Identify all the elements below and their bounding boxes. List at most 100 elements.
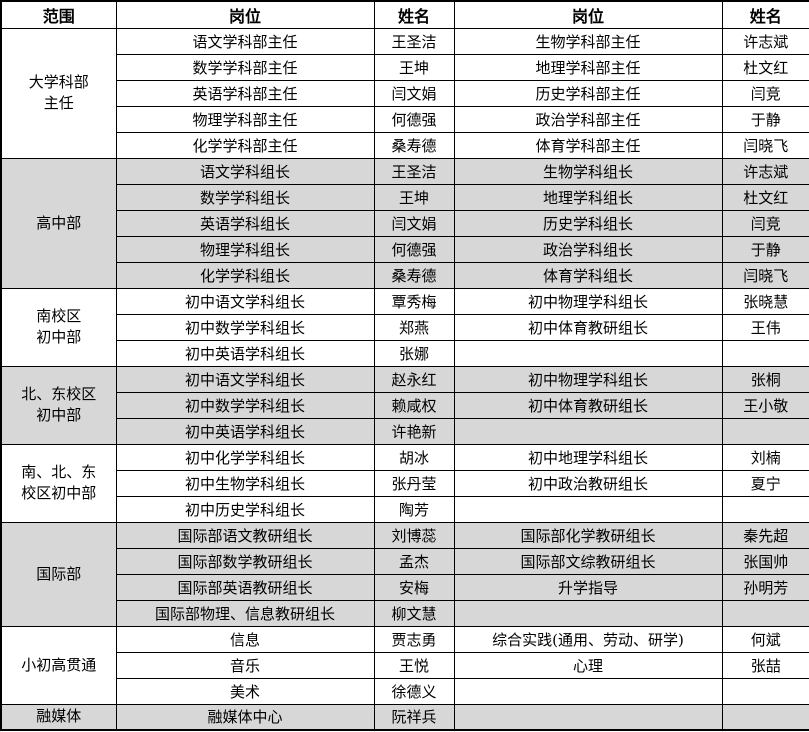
name-cell-right: 何斌 — [721, 625, 809, 653]
name-cell-right: 许志斌 — [721, 27, 809, 55]
name-cell-right — [721, 417, 809, 445]
position-cell-right: 初中物理学科组长 — [453, 287, 723, 315]
name-cell-left: 张娜 — [373, 339, 455, 367]
table-row: 物理学科部主任 何德强 政治学科部主任 于静 — [1, 105, 809, 133]
name-cell-right: 夏宁 — [721, 469, 809, 497]
scope-cell: 北、东校区 初中部 — [0, 365, 117, 445]
table-row: 初中英语学科组长 许艳新 — [1, 417, 809, 445]
position-cell-right: 心理 — [453, 651, 723, 679]
name-cell-left: 王圣洁 — [373, 27, 455, 55]
name-cell-left: 许艳新 — [373, 417, 455, 445]
position-cell-left: 初中语文学科组长 — [115, 365, 375, 393]
position-cell-left: 初中语文学科组长 — [115, 287, 375, 315]
table-row: 国际部 国际部语文教研组长 刘博蕊 国际部化学教研组长 秦先超 — [0, 521, 809, 627]
position-cell-right: 生物学科部主任 — [453, 27, 723, 55]
position-cell-left: 初中数学学科组长 — [115, 391, 375, 419]
name-cell-right: 秦先超 — [721, 521, 809, 549]
position-cell-left: 英语学科部主任 — [115, 79, 375, 107]
name-cell-left: 覃秀梅 — [373, 287, 455, 315]
name-cell-left: 徐德义 — [373, 677, 455, 705]
position-cell-right: 初中地理学科组长 — [453, 443, 723, 471]
table-row: 音乐 王悦 心理 张喆 — [1, 651, 809, 679]
position-cell-right: 国际部文综教研组长 — [453, 547, 723, 575]
name-cell-left: 柳文慧 — [373, 599, 455, 627]
table-row: 国际部数学教研组长 孟杰 国际部文综教研组长 张国帅 — [1, 547, 809, 575]
name-cell-right: 于静 — [721, 235, 809, 263]
name-cell-left: 桑寿德 — [373, 261, 455, 289]
name-cell-right: 张桐 — [721, 365, 809, 393]
table-row: 物理学科组长 何德强 政治学科组长 于静 — [1, 235, 809, 263]
position-cell-left: 英语学科组长 — [115, 209, 375, 237]
name-cell-left: 何德强 — [373, 105, 455, 133]
position-cell-right: 历史学科部主任 — [453, 79, 723, 107]
name-cell-right: 杜文红 — [721, 183, 809, 211]
position-cell-right: 升学指导 — [453, 573, 723, 601]
name-cell-right — [721, 495, 809, 523]
name-cell-left: 孟杰 — [373, 547, 455, 575]
name-cell-left: 桑寿德 — [373, 131, 455, 159]
scope-cell: 高中部 — [0, 157, 117, 289]
position-cell-right: 初中体育教研组长 — [453, 313, 723, 341]
name-cell-right: 王伟 — [721, 313, 809, 341]
scope-cell: 南校区 初中部 — [0, 287, 117, 367]
name-cell-right: 杜文红 — [721, 53, 809, 81]
table-row: 高中部 语文学科组长 王圣洁 生物学科组长 许志斌 — [0, 157, 809, 289]
name-cell-left: 张丹莹 — [373, 469, 455, 497]
header-position-left: 岗位 — [115, 0, 375, 29]
position-cell-left: 初中英语学科组长 — [115, 339, 375, 367]
position-cell-right: 国际部化学教研组长 — [453, 521, 723, 549]
position-cell-left: 初中生物学科组长 — [115, 469, 375, 497]
table-row: 初中数学学科组长 郑燕 初中体育教研组长 王伟 — [1, 313, 809, 341]
scope-cell: 国际部 — [0, 521, 117, 627]
table-body: 大学科部 主任 语文学科部主任 王圣洁 生物学科部主任 许志斌 数学学科部主任 王坤 地理学科… — [0, 27, 809, 731]
name-cell-left: 安梅 — [373, 573, 455, 601]
position-cell-left: 国际部英语教研组长 — [115, 573, 375, 601]
position-cell-right: 地理学科组长 — [453, 183, 723, 211]
position-cell-right — [453, 417, 723, 445]
table-row: 国际部物理、信息教研组长 柳文慧 — [1, 599, 809, 627]
name-cell-right — [721, 339, 809, 367]
name-cell-right: 刘楠 — [721, 443, 809, 471]
table-row: 小初高贯通 信息 贾志勇 综合实践(通用、劳动、研学) 何斌 — [0, 625, 809, 705]
position-cell-right: 历史学科组长 — [453, 209, 723, 237]
name-cell-left: 王悦 — [373, 651, 455, 679]
name-cell-right: 许志斌 — [721, 157, 809, 185]
position-cell-right: 生物学科组长 — [453, 157, 723, 185]
position-cell-right: 体育学科组长 — [453, 261, 723, 289]
name-cell-left: 贾志勇 — [373, 625, 455, 653]
table-row: 英语学科部主任 闫文娟 历史学科部主任 闫竞 — [1, 79, 809, 107]
name-cell-right — [721, 703, 809, 731]
name-cell-left: 王坤 — [373, 53, 455, 81]
position-cell-left: 语文学科组长 — [115, 157, 375, 185]
table-row: 英语学科组长 闫文娟 历史学科组长 闫竞 — [1, 209, 809, 237]
position-cell-right: 体育学科部主任 — [453, 131, 723, 159]
position-cell-right — [453, 703, 723, 731]
scope-cell: 大学科部 主任 — [0, 27, 117, 159]
table-row: 北、东校区 初中部 初中语文学科组长 赵永红 初中物理学科组长 张桐 — [0, 365, 809, 445]
name-cell-left: 王坤 — [373, 183, 455, 211]
position-cell-right: 政治学科部主任 — [453, 105, 723, 133]
table-row: 数学学科组长 王坤 地理学科组长 杜文红 — [1, 183, 809, 211]
name-cell-left: 胡冰 — [373, 443, 455, 471]
position-cell-left: 初中历史学科组长 — [115, 495, 375, 523]
position-cell-left: 美术 — [115, 677, 375, 705]
header-row: 范围 岗位 姓名 岗位 姓名 — [0, 0, 809, 29]
name-cell-right: 张晓慧 — [721, 287, 809, 315]
position-cell-left: 初中化学学科组长 — [115, 443, 375, 471]
header-scope: 范围 — [0, 0, 117, 29]
table-row: 初中历史学科组长 陶芳 — [1, 495, 809, 523]
name-cell-right: 王小敬 — [721, 391, 809, 419]
table-row: 化学学科部主任 桑寿德 体育学科部主任 闫晓飞 — [1, 131, 809, 159]
header-position-right: 岗位 — [453, 0, 723, 29]
name-cell-left: 闫文娟 — [373, 79, 455, 107]
table-row: 国际部英语教研组长 安梅 升学指导 孙明芳 — [1, 573, 809, 601]
name-cell-left: 何德强 — [373, 235, 455, 263]
scope-cell: 融媒体 — [0, 703, 117, 731]
table-row: 南、北、东 校区初中部 初中化学学科组长 胡冰 初中地理学科组长 刘楠 — [0, 443, 809, 523]
position-cell-left: 物理学科组长 — [115, 235, 375, 263]
position-cell-left: 化学学科组长 — [115, 261, 375, 289]
position-cell-left: 初中英语学科组长 — [115, 417, 375, 445]
name-cell-left: 阮祥兵 — [373, 703, 455, 731]
position-cell-right: 综合实践(通用、劳动、研学) — [453, 625, 723, 653]
position-cell-left: 国际部物理、信息教研组长 — [115, 599, 375, 627]
